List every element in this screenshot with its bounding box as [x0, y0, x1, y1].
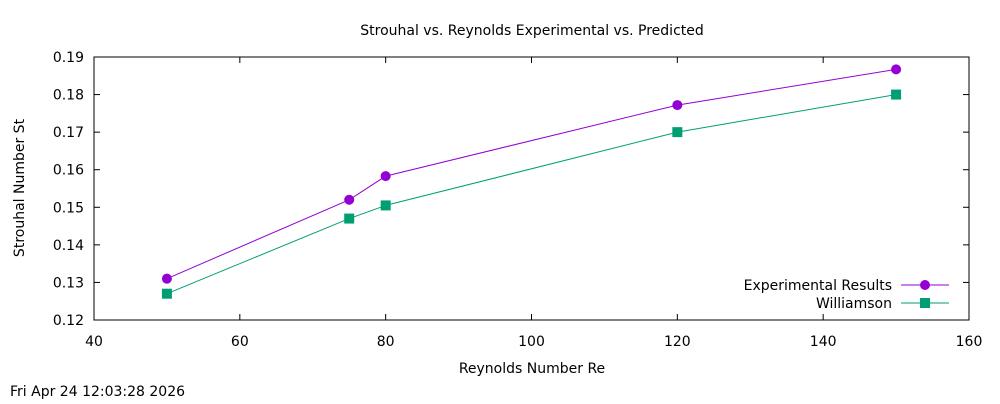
legend-marker: [920, 298, 930, 308]
x-tick-label: 100: [518, 334, 545, 350]
data-point: [380, 200, 391, 211]
data-point: [672, 100, 683, 111]
data-point: [891, 64, 902, 75]
data-point: [380, 171, 391, 182]
legend-marker: [920, 280, 930, 290]
y-tick-label: 0.14: [53, 238, 84, 254]
x-tick-label: 140: [810, 334, 837, 350]
y-tick-label: 0.17: [53, 125, 84, 141]
data-point: [344, 194, 355, 205]
y-tick-label: 0.16: [53, 163, 84, 179]
data-point: [672, 127, 683, 138]
data-point: [891, 89, 902, 100]
x-tick-label: 120: [664, 334, 691, 350]
y-tick-label: 0.13: [53, 275, 84, 291]
series-line-1: [166, 94, 897, 295]
chart-title: Strouhal vs. Reynolds Experimental vs. P…: [360, 23, 704, 39]
data-point: [344, 213, 355, 224]
timestamp: Fri Apr 24 12:03:28 2026: [10, 384, 185, 400]
x-tick-label: 60: [231, 334, 249, 350]
x-tick-label: 40: [85, 334, 103, 350]
data-point: [161, 273, 172, 284]
series-line-0: [166, 68, 897, 280]
legend-label: Experimental Results: [744, 278, 892, 294]
data-point: [161, 288, 172, 299]
y-tick-label: 0.19: [53, 50, 84, 66]
y-tick-label: 0.18: [53, 88, 84, 104]
legend-label: Williamson: [816, 296, 892, 312]
x-tick-label: 160: [956, 334, 983, 350]
x-tick-label: 80: [377, 334, 395, 350]
y-tick-label: 0.15: [53, 200, 84, 216]
x-axis-label: Reynolds Number Re: [459, 361, 605, 377]
y-tick-label: 0.12: [53, 313, 84, 329]
y-axis-label: Strouhal Number St: [12, 118, 28, 257]
